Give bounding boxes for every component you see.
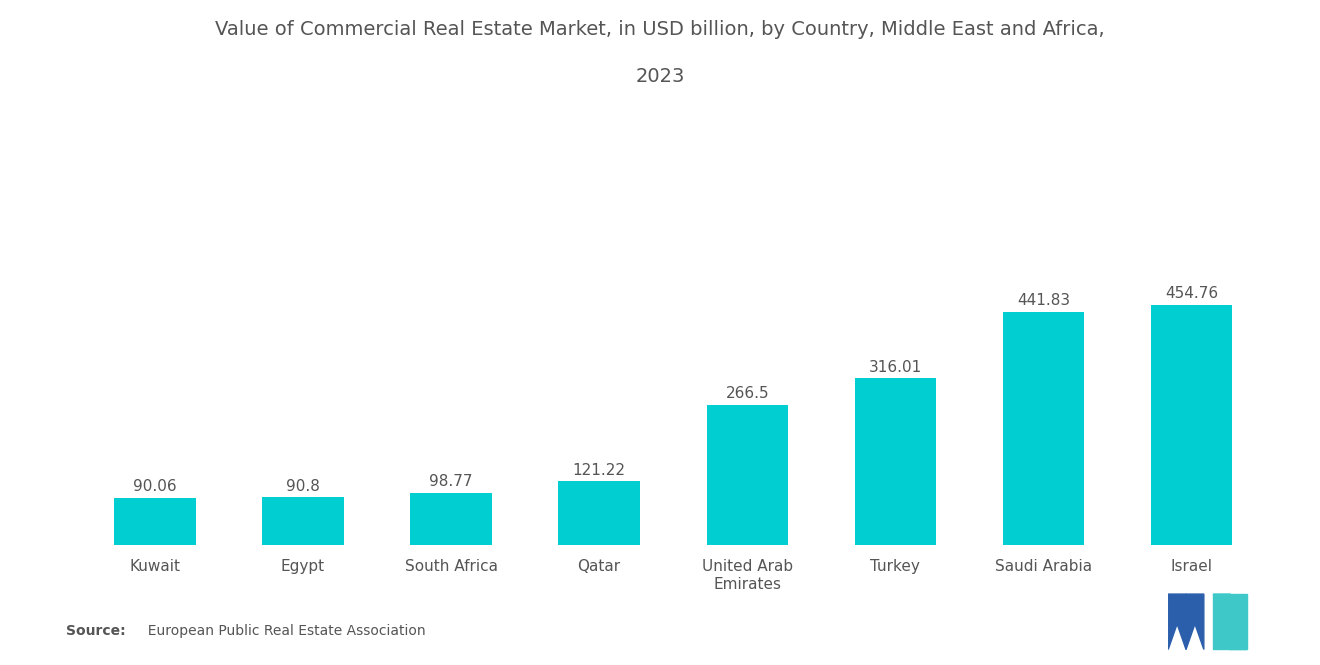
Bar: [706, 404, 788, 545]
Polygon shape: [1168, 594, 1185, 650]
Text: 2023: 2023: [635, 66, 685, 86]
Text: Source:: Source:: [66, 624, 125, 638]
Text: 441.83: 441.83: [1016, 293, 1071, 309]
Bar: [558, 481, 640, 545]
Polygon shape: [1213, 594, 1246, 650]
Bar: [854, 378, 936, 545]
Bar: [411, 493, 492, 545]
Text: 98.77: 98.77: [429, 474, 473, 489]
Text: 454.76: 454.76: [1166, 287, 1218, 301]
Text: European Public Real Estate Association: European Public Real Estate Association: [139, 624, 425, 638]
Polygon shape: [1213, 594, 1230, 650]
Polygon shape: [1230, 594, 1246, 650]
Bar: [1003, 312, 1084, 545]
Polygon shape: [1185, 594, 1204, 650]
Text: 90.06: 90.06: [133, 479, 177, 494]
Text: Value of Commercial Real Estate Market, in USD billion, by Country, Middle East : Value of Commercial Real Estate Market, …: [215, 20, 1105, 39]
Text: 121.22: 121.22: [573, 463, 626, 477]
Text: 90.8: 90.8: [286, 479, 319, 493]
Bar: [1151, 305, 1233, 545]
Bar: [114, 497, 195, 545]
Text: 266.5: 266.5: [726, 386, 770, 401]
Bar: [263, 497, 343, 545]
Text: 316.01: 316.01: [869, 360, 921, 374]
